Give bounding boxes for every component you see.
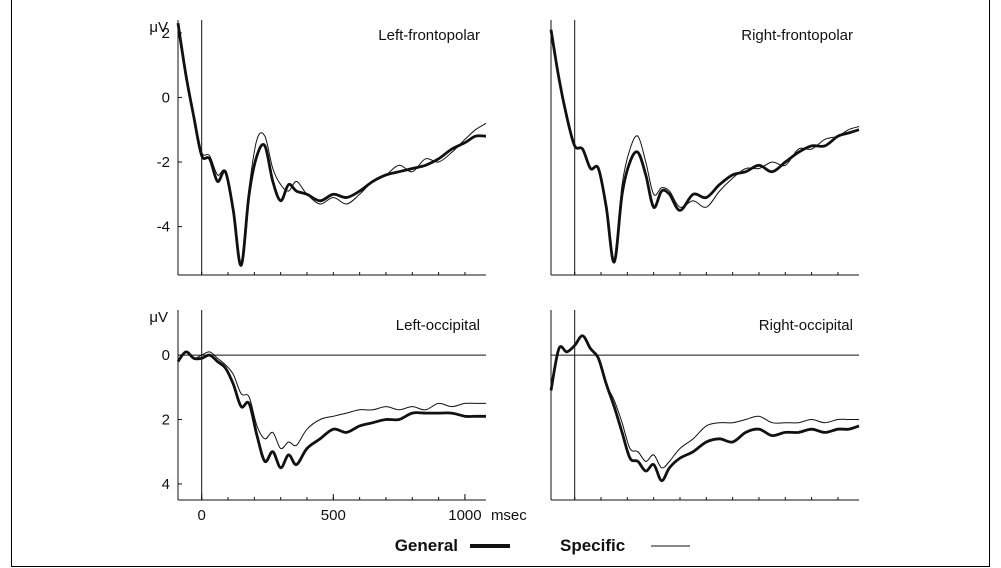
right-frontopolar-title: Right-frontopolar	[741, 27, 853, 44]
left-occipital-y-tick-label: 0	[162, 347, 170, 364]
left-frontopolar-y-tick-label: -4	[157, 219, 170, 236]
left-occipital-x-tick-label: 0	[198, 507, 206, 524]
left-frontopolar-specific-line	[177, 29, 487, 263]
left-occipital-x-tick-label: 1000	[448, 507, 481, 524]
left-occipital-x-tick-label: 500	[321, 507, 346, 524]
figure-frame	[11, 0, 990, 567]
left-frontopolar-y-axis-label: μV	[149, 19, 168, 36]
left-occipital-y-axis-label: μV	[149, 309, 168, 326]
right-occipital-general-line	[549, 334, 860, 483]
left-frontopolar-y-tick-label: 0	[162, 89, 170, 106]
right-occipital-title: Right-occipital	[759, 317, 853, 334]
legend-general-label: General	[395, 536, 458, 555]
legend-specific-label: Specific	[560, 536, 625, 555]
left-frontopolar-title: Left-frontopolar	[378, 27, 480, 44]
left-occipital-x-axis-label: msec	[491, 507, 527, 524]
left-frontopolar-general-line	[176, 22, 487, 267]
right-frontopolar-specific-line	[550, 32, 860, 260]
left-occipital-general-line	[176, 350, 486, 470]
left-occipital-y-tick-label: 4	[162, 476, 170, 493]
left-occipital-specific-line	[177, 351, 486, 450]
right-occipital-specific-line	[550, 335, 859, 469]
left-occipital-y-tick-label: 2	[162, 411, 170, 428]
left-frontopolar-y-tick-label: 2	[162, 25, 170, 42]
left-frontopolar-y-tick-label: -2	[157, 154, 170, 171]
right-frontopolar-general-line	[549, 29, 860, 264]
left-occipital-title: Left-occipital	[396, 317, 480, 334]
